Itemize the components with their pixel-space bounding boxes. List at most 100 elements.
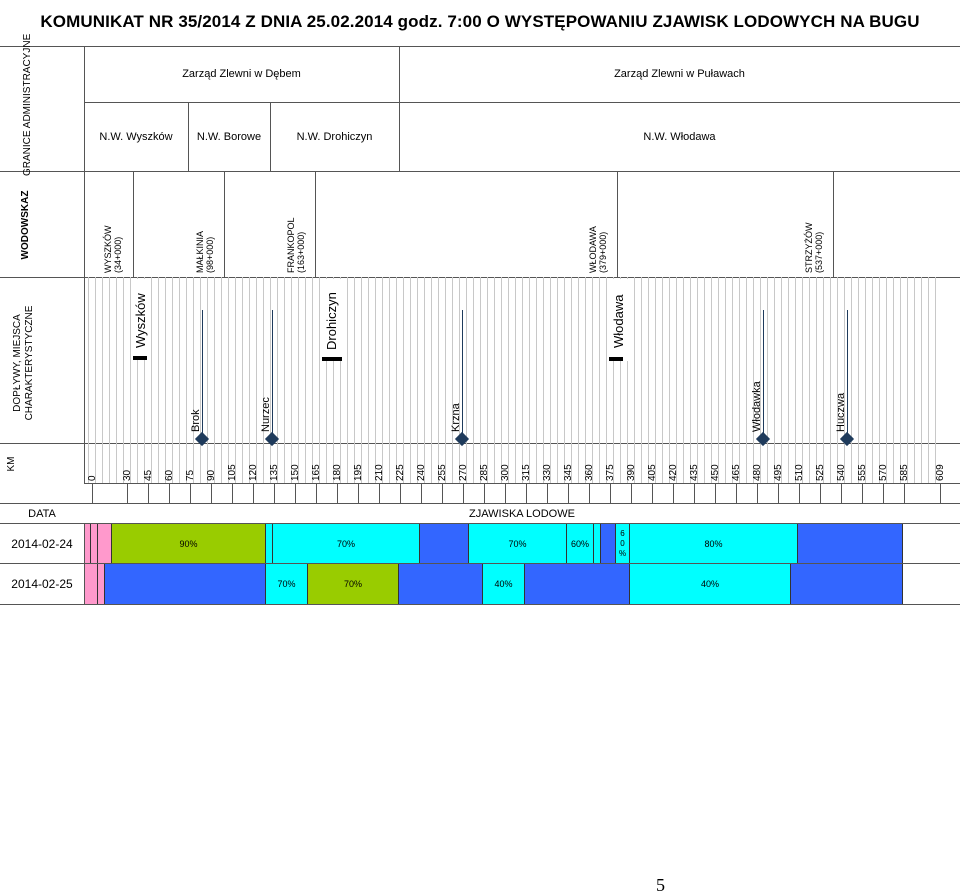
km-gridline — [354, 277, 355, 483]
km-tick-label: 30 — [122, 469, 133, 481]
km-tick — [820, 483, 821, 503]
km-gridline — [879, 277, 880, 483]
km-gridline — [886, 277, 887, 483]
km-tick — [337, 483, 338, 503]
km-tick — [610, 483, 611, 503]
km-gridline — [466, 277, 467, 483]
ice-segment — [525, 564, 630, 604]
km-tick — [631, 483, 632, 503]
km-gridline — [872, 277, 873, 483]
ice-segment — [399, 564, 483, 604]
km-tick-label: 345 — [563, 464, 574, 481]
km-tick — [274, 483, 275, 503]
km-tick-label: 165 — [311, 464, 322, 481]
km-tick-label: 330 — [542, 464, 553, 481]
km-gridline — [228, 277, 229, 483]
km-gridline — [711, 277, 712, 483]
km-gridline — [277, 277, 278, 483]
km-gridline — [816, 277, 817, 483]
km-gridline — [690, 277, 691, 483]
place-wlodawa: Włodawa — [611, 294, 626, 348]
grid-line — [84, 483, 960, 484]
tributary-krzna: Krzna — [450, 403, 462, 432]
km-tick — [568, 483, 569, 503]
km-tick-label: 285 — [479, 464, 490, 481]
km-gridline — [641, 277, 642, 483]
km-gridline — [935, 277, 936, 483]
km-tick — [253, 483, 254, 503]
km-tick-label: 540 — [836, 464, 847, 481]
wodowskaz-label: WODOWSKAZ — [20, 190, 31, 260]
km-gridline — [739, 277, 740, 483]
km-tick-label: 609 — [935, 464, 946, 481]
km-tick — [379, 483, 380, 503]
km-tick — [169, 483, 170, 503]
ice-segment: 90% — [112, 524, 266, 563]
nw-drohiczyn: N.W. Drohiczyn — [296, 130, 373, 143]
km-tick-label: 315 — [521, 464, 532, 481]
km-gridline — [767, 277, 768, 483]
ice-segment: 70% — [273, 524, 420, 563]
km-gridline — [515, 277, 516, 483]
ice-segment: 60% — [567, 524, 594, 563]
km-gridline — [242, 277, 243, 483]
km-gridline — [536, 277, 537, 483]
km-tick-label: 210 — [374, 464, 385, 481]
km-tick-label: 480 — [752, 464, 763, 481]
km-tick-label: 240 — [416, 464, 427, 481]
grid-line — [0, 523, 960, 524]
km-gridline — [179, 277, 180, 483]
gauge-malkinia: MAŁKINIA (98+000) — [195, 230, 215, 273]
km-gridline — [165, 277, 166, 483]
km-gridline — [382, 277, 383, 483]
km-tick-label: 60 — [164, 469, 175, 481]
km-gridline — [858, 277, 859, 483]
km-gridline — [606, 277, 607, 483]
km-gridline — [557, 277, 558, 483]
km-gridline — [718, 277, 719, 483]
date-row-2: 2014-02-25 — [11, 577, 73, 591]
ice-segment: 40% — [630, 564, 791, 604]
km-tick — [778, 483, 779, 503]
tributary-line — [272, 310, 273, 440]
km-gridline — [578, 277, 579, 483]
km-gridline — [501, 277, 502, 483]
km-tick-label: 270 — [458, 464, 469, 481]
gauge-frankopol: FRANKOPOL (163+000) — [286, 217, 306, 273]
grid-line — [0, 563, 960, 564]
km-gridline — [823, 277, 824, 483]
km-gridline — [410, 277, 411, 483]
km-gridline — [333, 277, 334, 483]
km-tick — [904, 483, 905, 503]
km-tick — [463, 483, 464, 503]
place-marker — [322, 357, 342, 361]
km-tick — [736, 483, 737, 503]
gauge-wyszkow: WYSZKÓW (34+000) — [103, 225, 123, 274]
km-tick-label: 105 — [227, 464, 238, 481]
place-wyszkow: Wyszków — [133, 293, 148, 348]
km-tick — [421, 483, 422, 503]
grid-line — [84, 102, 960, 103]
km-gridline — [627, 277, 628, 483]
km-gridline — [347, 277, 348, 483]
granice-label: GRANICE ADMINISTRACYJNE — [22, 33, 33, 176]
gauge-wlodawa: WŁODAWA (379+000) — [588, 226, 608, 273]
grid-line — [188, 102, 189, 171]
gauge-strzyzow: STRZYŻÓW (537+000) — [804, 222, 824, 274]
ice-segment — [85, 564, 98, 604]
km-gridline — [522, 277, 523, 483]
grid-line — [315, 171, 316, 277]
place-box — [608, 279, 630, 361]
place-marker — [133, 356, 147, 360]
km-tick-label: 0 — [87, 475, 98, 481]
km-gridline — [564, 277, 565, 483]
km-gridline — [774, 277, 775, 483]
km-gridline — [648, 277, 649, 483]
km-tick — [442, 483, 443, 503]
ice-segment — [420, 524, 469, 563]
km-tick — [883, 483, 884, 503]
nw-borowe: N.W. Borowe — [196, 130, 262, 143]
ice-segment: 70% — [266, 564, 308, 604]
km-tick-label: 255 — [437, 464, 448, 481]
grid-line — [399, 46, 400, 102]
